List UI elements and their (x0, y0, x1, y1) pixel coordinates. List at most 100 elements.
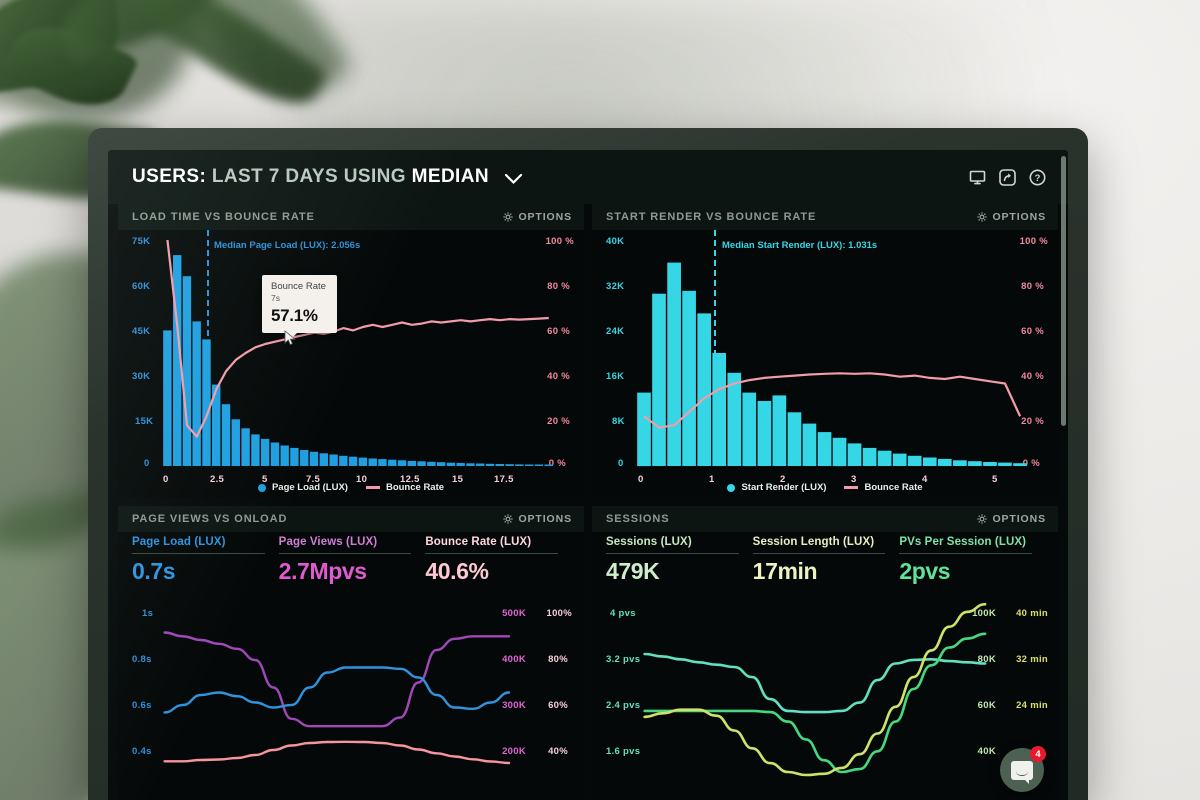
metric-page-views[interactable]: Page Views (LUX) 2.7Mpvs (278, 536, 426, 585)
metric-row: Sessions (LUX) 479K Session Length (LUX)… (606, 536, 1046, 585)
y2-tick: 60 % (547, 326, 570, 337)
x-tick: 3 (851, 474, 857, 485)
y2-tick: 20 % (1021, 416, 1044, 427)
panel-start-render: START RENDER VS BOUNCE RATE OPTIONS 40K … (592, 204, 1058, 498)
chevron-down-icon[interactable] (504, 173, 522, 185)
help-icon[interactable]: ? (1029, 169, 1046, 186)
bounce-rate-line (643, 372, 1022, 429)
x-tick: 0 (638, 474, 644, 485)
panel-load-time: LOAD TIME VS BOUNCE RATE OPTIONS 75K (118, 204, 584, 498)
y-tick: 1s (142, 608, 154, 619)
y-tick: 0.6s (132, 700, 152, 711)
dashboard: USERS: LAST 7 DAYS USING MEDIAN (108, 150, 1068, 800)
metric-label: Sessions (LUX) (606, 536, 692, 548)
legend-label: Bounce Rate (385, 482, 445, 493)
metric-sessions[interactable]: Sessions (LUX) 479K (606, 536, 753, 585)
options-label: OPTIONS (992, 211, 1046, 223)
options-label: OPTIONS (992, 513, 1046, 525)
y-tick: 1.6 pvs (606, 746, 641, 757)
median-annotation: Median Page Load (LUX): 2.056s (214, 240, 361, 251)
metric-value: 17min (752, 558, 818, 584)
y3-tick: 100% (546, 608, 572, 619)
metric-bounce-rate[interactable]: Bounce Rate (LUX) 40.6% (425, 536, 572, 585)
options-button[interactable]: OPTIONS (503, 513, 572, 525)
mouse-cursor (284, 330, 297, 346)
chat-bubble-icon (1011, 760, 1033, 784)
metric-value: 2.7Mpvs (278, 558, 367, 584)
options-button[interactable]: OPTIONS (977, 211, 1046, 223)
y-tick: 32K (606, 281, 625, 292)
y2-tick: 400K (502, 654, 526, 665)
chat-badge-count: 4 (1030, 746, 1046, 762)
options-button[interactable]: OPTIONS (977, 513, 1046, 525)
sessions-line (643, 652, 987, 714)
legend-item[interactable]: Bounce Rate (844, 482, 923, 493)
bars (163, 255, 553, 466)
y-tick: 15K (135, 416, 154, 427)
metric-value: 479K (606, 558, 660, 584)
legend-line-icon (844, 486, 859, 489)
gear-icon (503, 212, 514, 222)
y-tick: 0.4s (132, 746, 152, 757)
metric-rule (899, 553, 1033, 554)
tooltip-sub: 7s (271, 292, 280, 303)
metric-rule (132, 553, 265, 554)
legend-item[interactable]: Page Load (LUX) (257, 482, 348, 493)
monitor-icon[interactable] (969, 169, 986, 186)
y3-tick: 40% (548, 746, 568, 757)
y2-tick: 100K (972, 608, 996, 619)
y-tick: 0 (144, 458, 150, 469)
tooltip-value: 57.1% (271, 305, 318, 325)
median-marker-line (714, 230, 716, 466)
y3-tick: 40 min (1016, 608, 1048, 619)
y2-tick: 100 % (545, 236, 574, 247)
title-range: LAST 7 DAYS (211, 166, 339, 187)
smile-icon (1016, 771, 1028, 776)
metric-pvs-per-session[interactable]: PVs Per Session (LUX) 2pvs (899, 536, 1046, 585)
gear-icon (503, 514, 514, 524)
y2-tick: 200K (502, 746, 526, 757)
y2-tick: 60K (977, 700, 996, 711)
panel-header: PAGE VIEWS VS ONLOAD OPTIONS (118, 506, 584, 532)
y2-tick: 0 % (548, 458, 566, 469)
metric-rule (278, 553, 412, 554)
scrollbar[interactable] (1061, 156, 1066, 426)
metric-session-length[interactable]: Session Length (LUX) 17min (752, 536, 900, 585)
y2-tick: 80K (977, 654, 996, 665)
y2-tick: 80 % (547, 281, 570, 292)
share-icon[interactable] (999, 168, 1016, 186)
y-tick: 3.2 pvs (606, 654, 641, 665)
panel-title: SESSIONS (606, 513, 670, 525)
chart-page-views: Page Load (LUX) 0.7s Page Views (LUX) 2.… (118, 532, 584, 800)
metric-value: 2pvs (899, 558, 951, 584)
chart-sessions: Sessions (LUX) 479K Session Length (LUX)… (592, 532, 1058, 800)
y2-tick: 500K (502, 608, 526, 619)
panel-header: LOAD TIME VS BOUNCE RATE OPTIONS (118, 204, 584, 230)
options-label: OPTIONS (518, 513, 572, 525)
chat-widget-button[interactable]: 4 (1000, 746, 1046, 792)
y-tick: 75K (132, 236, 151, 247)
laptop-device: USERS: LAST 7 DAYS USING MEDIAN (88, 128, 1088, 800)
page-title[interactable]: USERS: LAST 7 DAYS USING MEDIAN (132, 166, 522, 188)
screen: USERS: LAST 7 DAYS USING MEDIAN (108, 150, 1068, 800)
y-tick: 60K (132, 281, 151, 292)
legend-item[interactable]: Bounce Rate (365, 482, 445, 493)
x-tick: 2.5 (210, 474, 225, 485)
legend-dot-icon (257, 483, 266, 492)
metric-label: PVs Per Session (LUX) (899, 536, 1027, 548)
metric-page-load[interactable]: Page Load (LUX) 0.7s (132, 536, 279, 585)
y2-tick: 100 % (1019, 236, 1048, 247)
x-tick: 15 (452, 474, 464, 485)
metric-label: Session Length (LUX) (752, 536, 875, 548)
title-using: USING (343, 166, 406, 187)
options-button[interactable]: OPTIONS (503, 211, 572, 223)
panel-header: SESSIONS OPTIONS (592, 506, 1058, 532)
y-tick: 2.4 pvs (606, 700, 641, 711)
tooltip-bounce-rate: Bounce Rate 7s 57.1% (262, 275, 337, 338)
y-tick: 0 (618, 458, 624, 469)
y2-tick: 40 % (1021, 371, 1044, 382)
median-annotation: Median Start Render (LUX): 1.031s (722, 240, 878, 251)
x-tick: 4 (922, 474, 928, 485)
legend-line-icon (365, 486, 380, 489)
legend-item[interactable]: Start Render (LUX) (727, 482, 826, 493)
